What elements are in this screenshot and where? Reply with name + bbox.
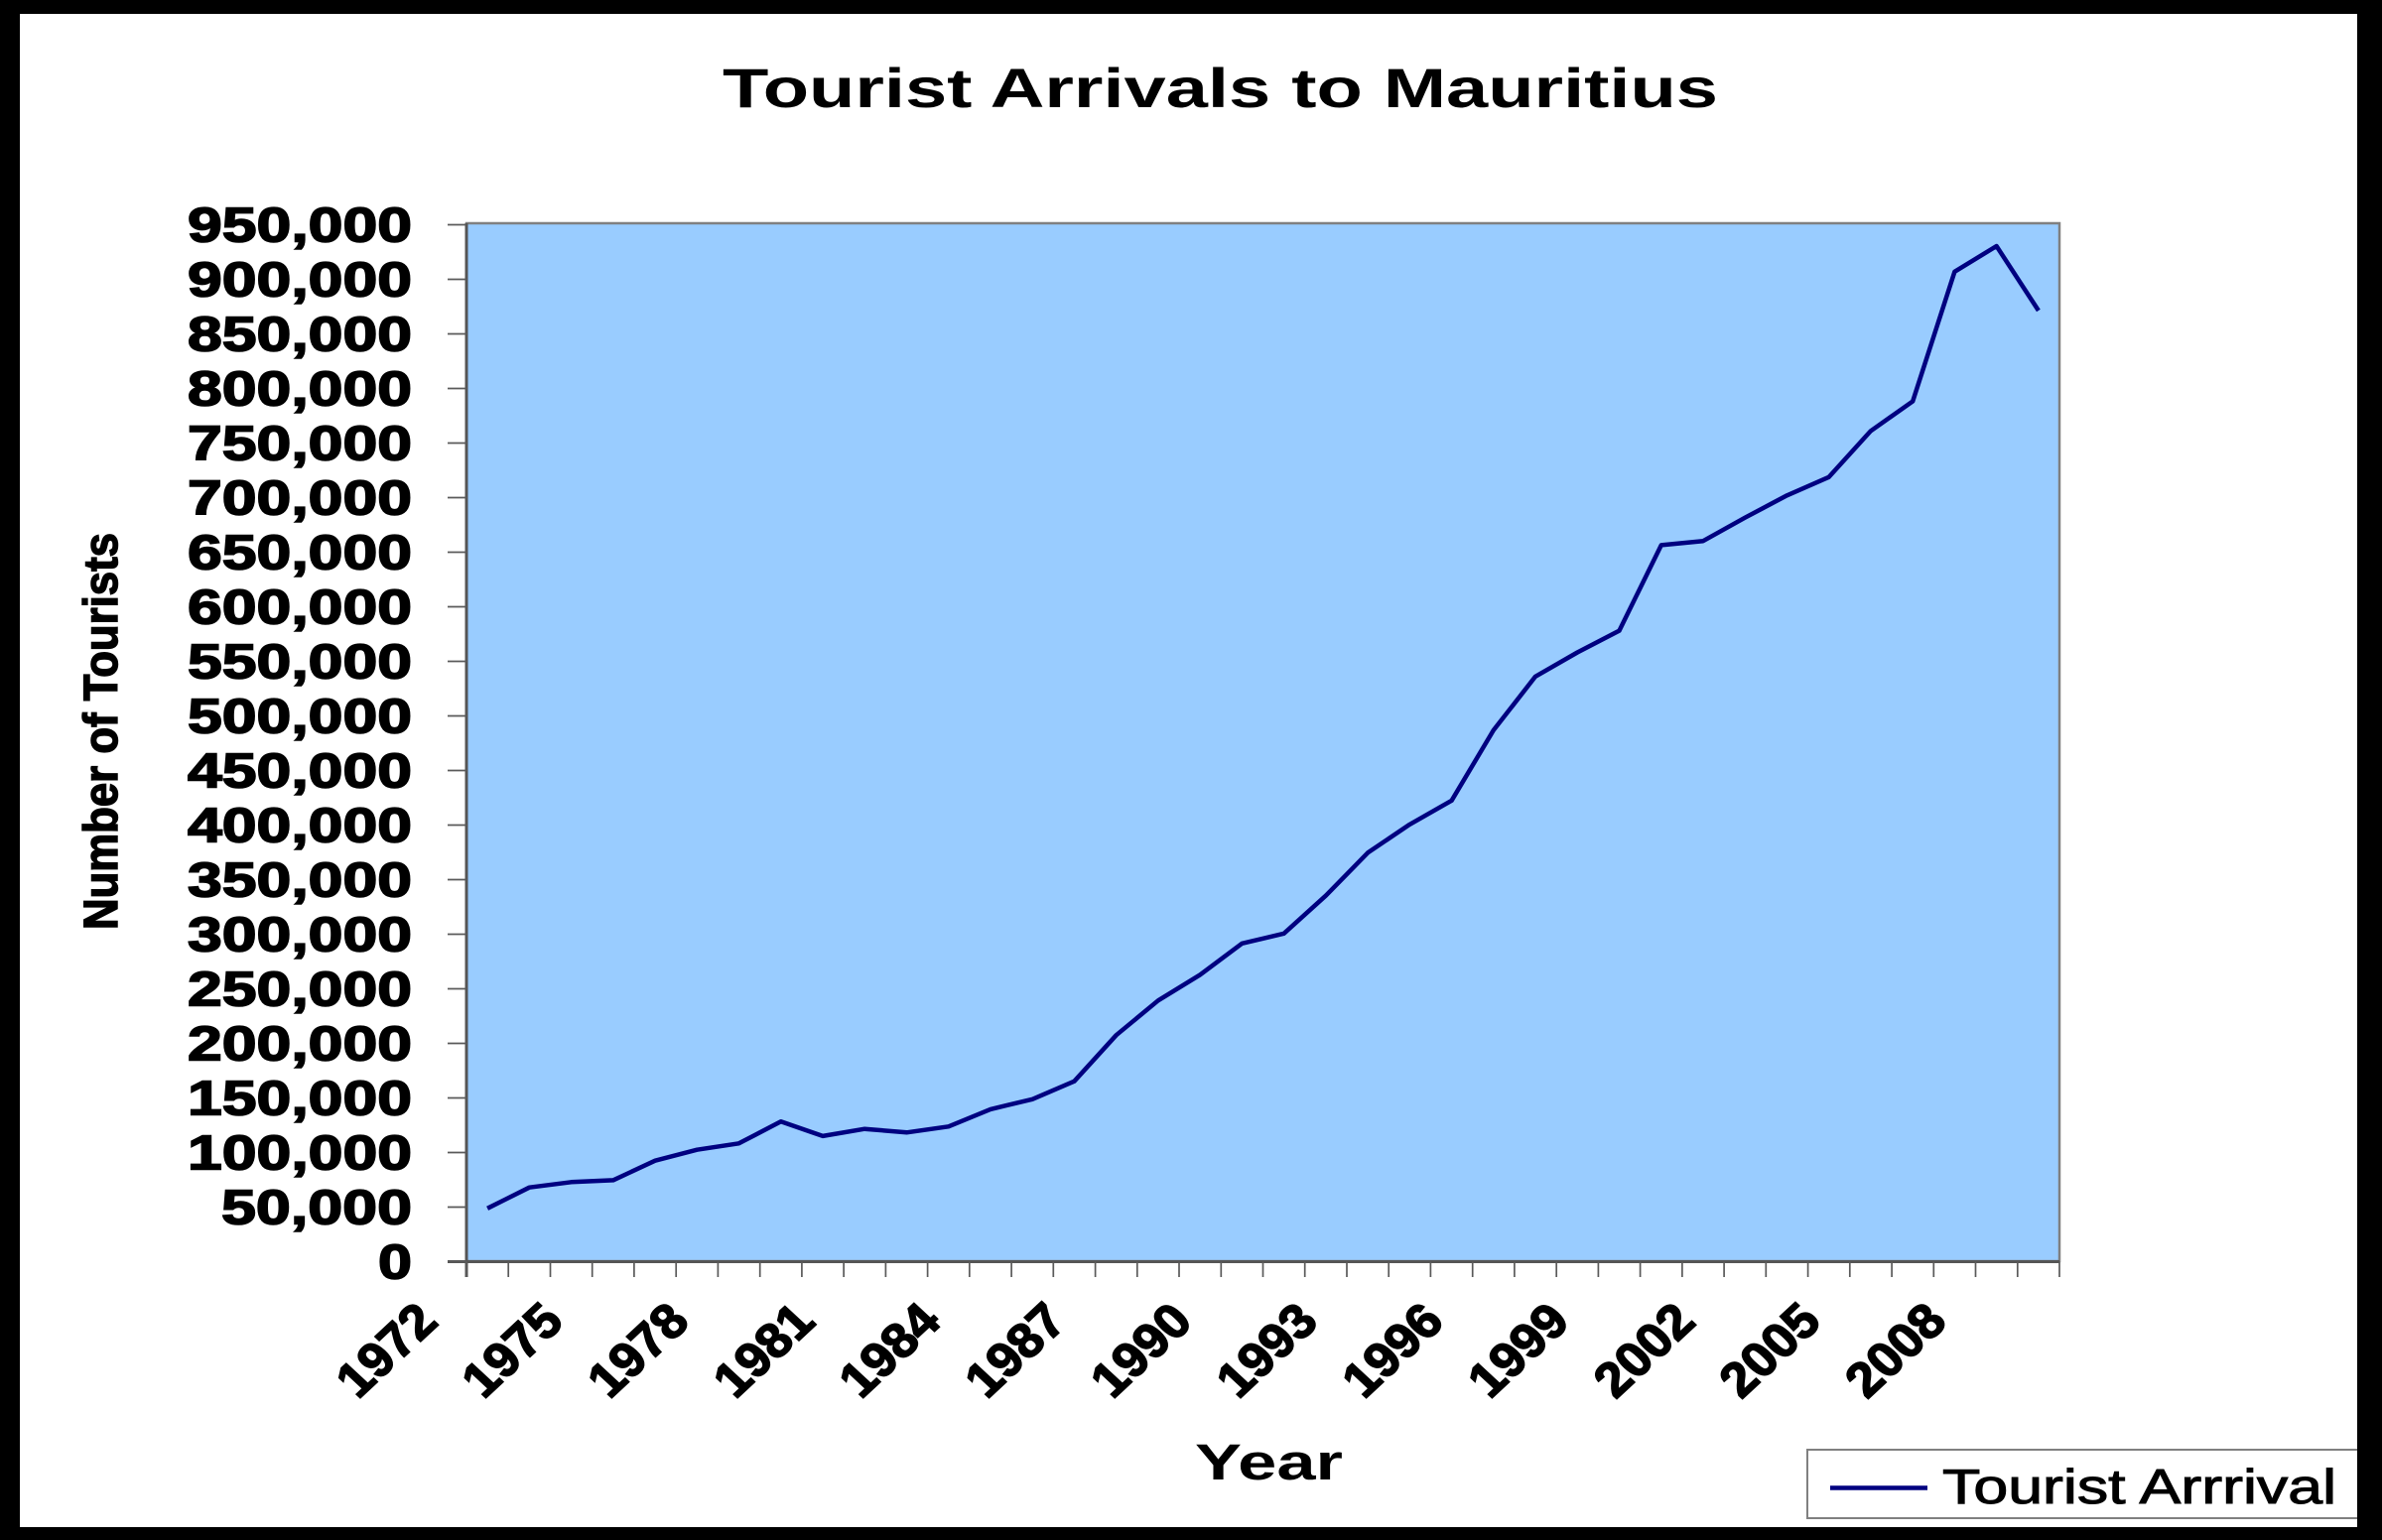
- svg-text:500,000: 500,000: [188, 691, 412, 744]
- svg-text:Number of Tourists: Number of Tourists: [75, 533, 128, 930]
- svg-text:700,000: 700,000: [188, 472, 412, 526]
- svg-text:650,000: 650,000: [188, 527, 412, 580]
- svg-text:600,000: 600,000: [188, 581, 412, 635]
- svg-text:0: 0: [378, 1236, 412, 1290]
- svg-text:400,000: 400,000: [188, 800, 412, 853]
- svg-text:300,000: 300,000: [188, 909, 412, 962]
- svg-text:350,000: 350,000: [188, 854, 412, 908]
- svg-text:800,000: 800,000: [188, 363, 412, 417]
- svg-text:900,000: 900,000: [188, 254, 412, 308]
- svg-text:200,000: 200,000: [188, 1018, 412, 1072]
- svg-text:150,000: 150,000: [188, 1073, 412, 1126]
- svg-text:550,000: 550,000: [188, 636, 412, 690]
- svg-text:50,000: 50,000: [221, 1182, 412, 1235]
- svg-text:750,000: 750,000: [188, 418, 412, 471]
- svg-text:950,000: 950,000: [188, 199, 412, 253]
- svg-text:Tourist Arrrival: Tourist Arrrival: [1942, 1461, 2336, 1514]
- svg-text:100,000: 100,000: [188, 1127, 412, 1181]
- svg-text:Tourist Arrivals to Mauritius: Tourist Arrivals to Mauritius: [723, 57, 1718, 119]
- svg-text:250,000: 250,000: [188, 963, 412, 1017]
- svg-text:Year: Year: [1195, 1434, 1343, 1490]
- svg-text:850,000: 850,000: [188, 309, 412, 362]
- svg-text:450,000: 450,000: [188, 745, 412, 799]
